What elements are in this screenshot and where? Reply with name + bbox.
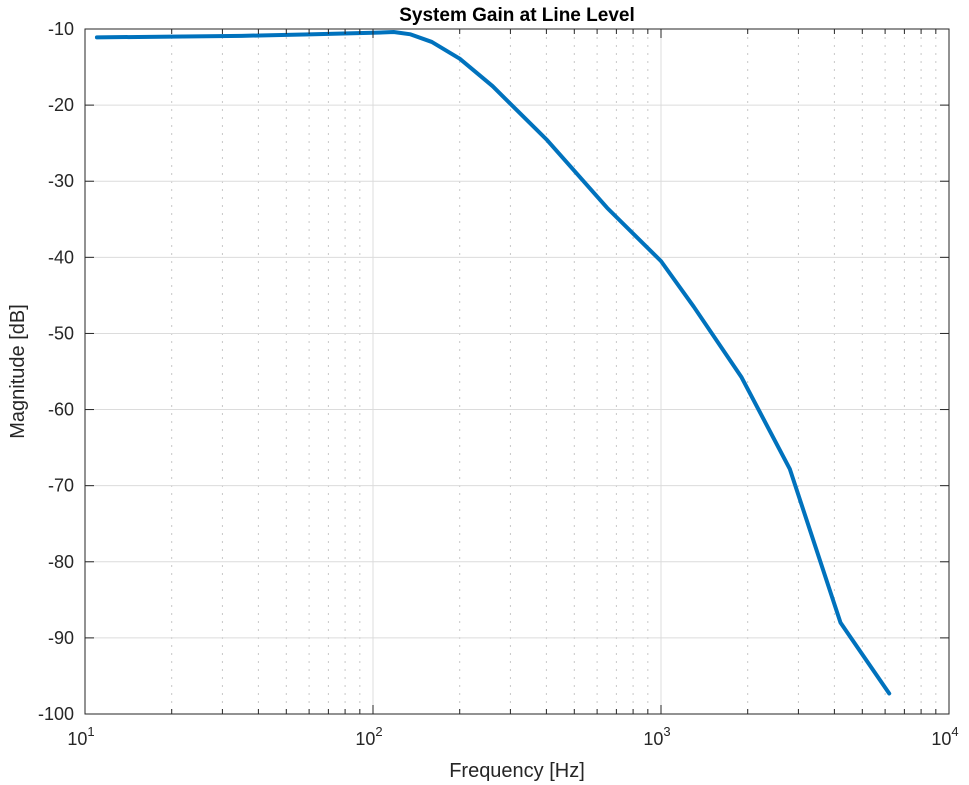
x-tick-label: 102 bbox=[355, 724, 382, 749]
x-tick-label: 101 bbox=[67, 724, 94, 749]
series-line bbox=[94, 30, 892, 696]
y-tick-label: -70 bbox=[48, 476, 74, 496]
x-tick-label-exponent: 3 bbox=[663, 724, 670, 739]
y-tick-label: -100 bbox=[38, 704, 74, 724]
x-tick-label: 104 bbox=[931, 724, 958, 749]
y-tick-label: -10 bbox=[48, 19, 74, 39]
y-tick-label: -30 bbox=[48, 171, 74, 191]
x-tick-label-exponent: 2 bbox=[375, 724, 382, 739]
series-layer bbox=[94, 30, 892, 696]
y-axis-title: Magnitude [dB] bbox=[7, 304, 29, 439]
y-axis-ticks: -10 -20 -30 -40 -50 -60 -70 -80 -90 -100 bbox=[38, 19, 949, 724]
x-tick-label-base: 10 bbox=[67, 729, 87, 749]
y-tick-label: -60 bbox=[48, 400, 74, 420]
x-axis-ticks: 101 102 103 104 bbox=[67, 29, 959, 749]
axes-box bbox=[84, 28, 950, 715]
x-tick-label: 103 bbox=[643, 724, 670, 749]
y-tick-label: -40 bbox=[48, 247, 74, 267]
chart-title: System Gain at Line Level bbox=[399, 5, 634, 26]
x-tick-label-exponent: 1 bbox=[87, 724, 94, 739]
x-axis-title: Frequency [Hz] bbox=[449, 760, 585, 782]
y-tick-label: -50 bbox=[48, 323, 74, 343]
plot-area bbox=[85, 29, 949, 714]
x-tick-label-base: 10 bbox=[643, 729, 663, 749]
y-tick-label: -80 bbox=[48, 552, 74, 572]
major-grid bbox=[85, 29, 949, 714]
x-tick-label-base: 10 bbox=[355, 729, 375, 749]
x-tick-label-base: 10 bbox=[931, 729, 951, 749]
y-tick-label: -90 bbox=[48, 628, 74, 648]
y-tick-label: -20 bbox=[48, 95, 74, 115]
x-tick-label-exponent: 4 bbox=[951, 724, 958, 739]
